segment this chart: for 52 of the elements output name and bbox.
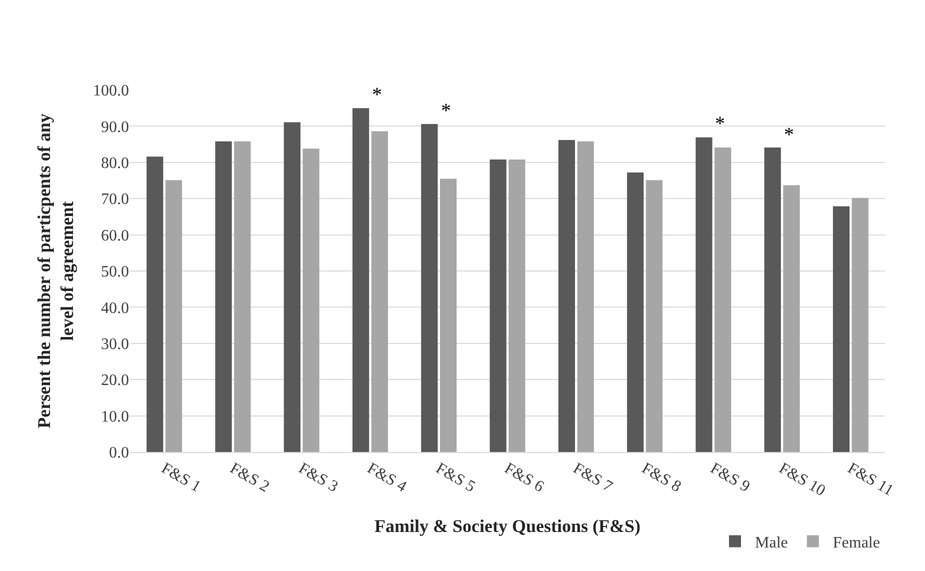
bar (558, 140, 575, 452)
y-tick-label: 70.0 (101, 191, 129, 208)
y-tick-label: 40.0 (101, 300, 129, 317)
y-axis-title: Persent the number of particpents of any level of agreement (34, 114, 78, 428)
bar (371, 131, 388, 452)
bar (165, 180, 182, 452)
x-tick-label: F&S 2 (226, 460, 272, 496)
bar (508, 160, 526, 452)
bar (352, 108, 370, 452)
x-tick-label: F&S 7 (570, 460, 616, 496)
y-tick-label: 100.0 (93, 82, 129, 100)
annotation: * (372, 84, 382, 106)
bar (215, 141, 232, 452)
bar (302, 148, 320, 452)
y-tick-label: 30.0 (101, 336, 129, 353)
x-tick-label: F&S 1 (158, 460, 204, 496)
bar (627, 172, 644, 452)
bar (490, 160, 506, 452)
bar (646, 180, 663, 452)
bar (577, 141, 594, 452)
bar (234, 141, 251, 452)
x-tick-label: F&S 9 (707, 460, 752, 496)
y-tick-label: 90.0 (101, 118, 129, 136)
annotation: * (784, 124, 794, 146)
bar (696, 137, 712, 452)
x-tick-label: F&S 11 (844, 460, 896, 500)
y-tick-label: 60.0 (101, 227, 129, 244)
x-tick-label: F&S 5 (432, 460, 478, 496)
x-tick-label: F&S 3 (296, 460, 341, 496)
legend-label: Male (755, 534, 788, 552)
bar (832, 206, 850, 452)
y-tick-label: 80.0 (101, 155, 129, 172)
x-tick-label: F&S 4 (364, 460, 410, 496)
bar (421, 124, 438, 452)
annotation: * (441, 100, 451, 122)
x-tick-label: F&S 8 (638, 460, 684, 496)
y-tick-label: 10.0 (101, 408, 129, 426)
legend-label: Female (832, 534, 880, 552)
bar (783, 185, 800, 452)
bar (440, 178, 457, 452)
bar (146, 156, 164, 452)
x-tick-label: F&S 10 (776, 460, 828, 500)
y-tick-label: 20.0 (101, 372, 129, 390)
x-axis-title: Family & Society Questions (F&S) (374, 516, 640, 536)
bar (764, 148, 781, 452)
bar (852, 198, 868, 452)
bar (284, 122, 300, 452)
y-tick-label: 0.0 (109, 444, 129, 462)
x-tick-label: F&S 6 (502, 460, 547, 496)
bar (714, 148, 732, 452)
annotation: * (715, 113, 725, 135)
y-tick-label: 50.0 (101, 264, 129, 281)
